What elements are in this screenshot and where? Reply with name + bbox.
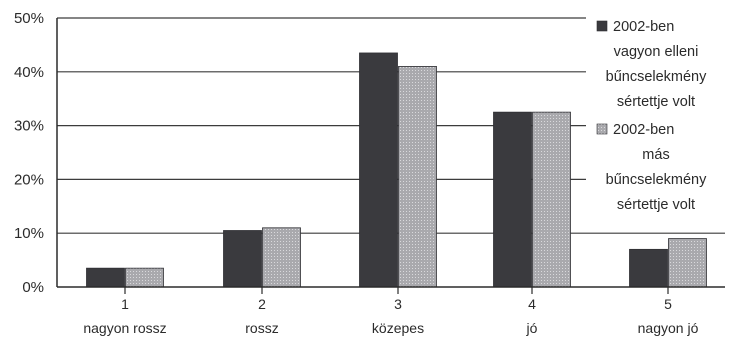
legend-label-series-2: 2002-ben: [613, 122, 674, 138]
legend-label-series-1: vagyon elleni: [614, 44, 699, 60]
bar-series-2-cat-1: [125, 267, 164, 288]
x-tick-label-number: 1: [121, 296, 129, 312]
y-tick-label: 30%: [14, 118, 44, 135]
axis-labels: 0% 10% 20% 30% 40% 50% 1 nagyon rossz 2 rossz 3 köz…: [14, 10, 699, 336]
x-tick-label-name: közepes: [372, 320, 424, 336]
legend-label-series-2: sértettje volt: [617, 197, 695, 213]
x-tick-label-name: nagyon rossz: [83, 320, 166, 336]
x-tick-label-number: 3: [394, 296, 402, 312]
bar-series-1-cat-4: [493, 111, 532, 288]
bar-series-2-cat-4: [532, 111, 571, 288]
x-tick-label-name: jó: [526, 320, 538, 336]
legend-swatch-series-1: [596, 20, 608, 32]
y-tick-label: 0%: [22, 279, 44, 296]
x-tick-label-name: rossz: [245, 320, 278, 336]
bar-series-1-cat-3: [359, 52, 398, 288]
bar-series-1-cat-5: [629, 248, 668, 288]
x-tick-label-number: 2: [258, 296, 266, 312]
x-tick-label-number: 4: [528, 296, 536, 312]
y-tick-label: 20%: [14, 171, 44, 188]
x-tick-label-number: 5: [664, 296, 672, 312]
bar-series-1-cat-2: [223, 230, 262, 288]
legend-label-series-1: sértettje volt: [617, 94, 695, 110]
legend: 2002-ben vagyon elleni bűncselekmény sértet…: [586, 16, 726, 221]
y-tick-label: 40%: [14, 64, 44, 81]
legend-swatch-series-2: [596, 123, 608, 135]
bar-series-2-cat-2: [262, 227, 301, 288]
legend-label-series-1: 2002-ben: [613, 19, 674, 35]
legend-label-series-2: más: [642, 147, 669, 163]
axes: [56, 18, 725, 294]
y-tick-label: 10%: [14, 225, 44, 242]
bar-series-2-cat-5: [668, 238, 707, 288]
legend-label-series-2: bűncselekmény: [606, 172, 707, 188]
y-tick-label: 50%: [14, 10, 44, 27]
bar-series-1-cat-1: [86, 267, 125, 288]
legend-background: [586, 16, 726, 221]
x-tick-label-name: nagyon jó: [638, 320, 699, 336]
bar-series-2-cat-3: [398, 66, 437, 288]
bars: [86, 52, 707, 288]
legend-label-series-1: bűncselekmény: [606, 69, 707, 85]
